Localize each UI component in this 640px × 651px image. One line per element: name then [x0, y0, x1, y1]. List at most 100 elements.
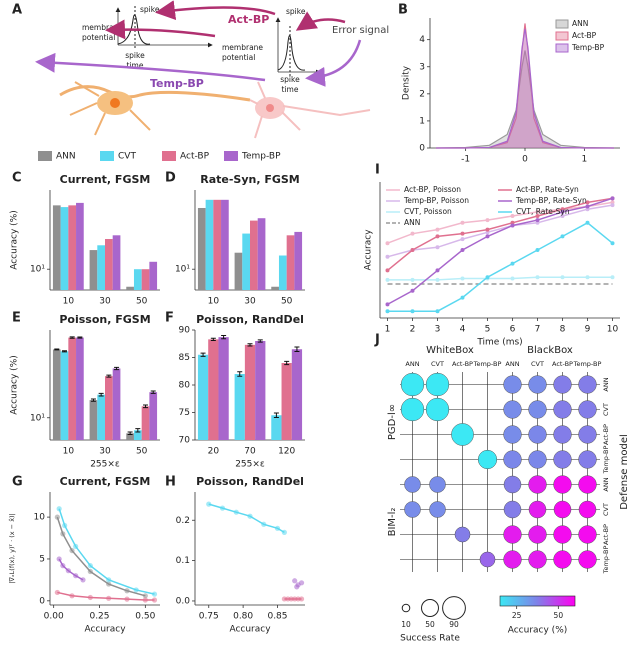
y-tick-label: 85 — [179, 353, 190, 363]
legend-label: Act-BP, Rate-Syn — [516, 185, 579, 194]
x-axis-label: Accuracy — [229, 625, 271, 635]
column-label: CVT — [431, 360, 444, 368]
x-tick-label: 30 — [99, 297, 111, 307]
marker — [510, 214, 515, 218]
bar — [294, 231, 303, 290]
dot — [425, 397, 450, 422]
bar — [112, 368, 121, 440]
line — [387, 221, 613, 312]
x-tick-label: 70 — [244, 447, 256, 457]
dot — [578, 475, 597, 494]
panel-label: H — [165, 475, 176, 490]
marker — [460, 295, 465, 300]
y-axis-label: Accuracy (%) — [10, 210, 20, 270]
y-axis-label: Defense model — [619, 434, 630, 510]
size-legend-label: 90 — [449, 620, 459, 629]
bar — [218, 337, 229, 440]
size-legend-dot — [421, 599, 439, 617]
error-bar — [237, 371, 243, 377]
error-bar — [90, 398, 96, 402]
dot — [578, 550, 597, 569]
marker — [560, 275, 565, 280]
legend-label: Act-BP — [180, 152, 210, 162]
marker — [510, 223, 515, 228]
legend-label: Temp-BP — [571, 43, 605, 52]
panel-title: Rate-Syn, FGSM — [200, 173, 300, 186]
size-legend-label: 50 — [425, 620, 435, 629]
dot — [503, 550, 522, 569]
bar — [234, 252, 243, 290]
x-axis-label: Accuracy — [84, 625, 126, 635]
marker — [560, 209, 565, 214]
dot — [528, 525, 547, 544]
bar — [255, 341, 266, 440]
x-tick-label: 0 — [522, 155, 528, 165]
y-tick-label: 0.2 — [176, 516, 190, 526]
panel-title: Current, FGSM — [60, 173, 151, 186]
label: spike — [125, 51, 145, 60]
bar — [244, 344, 256, 440]
column-label: Act-BP — [552, 360, 573, 368]
fit-line — [58, 558, 84, 581]
x-tick-label: 1 — [582, 155, 588, 165]
temp-bp-label: Temp-BP — [150, 77, 204, 90]
marker — [610, 241, 615, 246]
bar — [197, 207, 206, 290]
x-tick-label: 6 — [510, 325, 516, 335]
error-bar — [143, 404, 149, 409]
dot — [451, 423, 474, 446]
y-tick-label: 10¹ — [175, 265, 190, 275]
x-tick-label: 8 — [560, 325, 566, 335]
label: potential — [82, 33, 115, 42]
row-label: Temp-BP — [602, 446, 610, 475]
marker — [385, 241, 390, 246]
error-bar — [54, 348, 60, 351]
dot — [528, 550, 547, 569]
error-bar — [273, 412, 279, 418]
error-bar — [106, 374, 112, 378]
marker — [410, 248, 415, 252]
bar — [89, 250, 98, 290]
label: spike — [280, 75, 300, 84]
marker — [585, 275, 590, 280]
y-tick-label: 90 — [179, 326, 191, 336]
bar — [213, 199, 222, 290]
x-tick-label: 5 — [485, 325, 491, 335]
dot — [404, 501, 421, 518]
marker — [385, 268, 390, 273]
x-tick-label: 10 — [63, 297, 75, 307]
marker — [510, 261, 515, 266]
bar — [141, 406, 150, 440]
panel-label: G — [12, 475, 23, 490]
panel-label: B — [398, 3, 408, 18]
legend-label: Temp-BP — [241, 152, 281, 162]
y-tick-label: 0 — [419, 144, 425, 154]
legend-label: CVT, Poisson — [404, 207, 452, 216]
dot — [578, 400, 597, 419]
error-bar — [150, 390, 156, 394]
dot — [553, 550, 572, 569]
marker — [610, 196, 615, 201]
x-tick-label: 30 — [244, 297, 256, 307]
dot — [578, 450, 597, 469]
y-axis-label: Density — [402, 65, 412, 100]
y-axis-label: Accuracy — [364, 229, 374, 271]
neuron-axon — [59, 85, 251, 102]
x-tick-label: 0.50 — [135, 612, 155, 622]
bar — [76, 202, 84, 290]
size-legend-dot — [442, 596, 466, 620]
marker — [560, 234, 565, 239]
fit-line — [56, 516, 146, 597]
x-tick-label: 3 — [435, 325, 441, 335]
bar — [60, 207, 69, 290]
marker — [535, 275, 540, 280]
x-tick-label: 50 — [136, 297, 148, 307]
bar — [133, 430, 142, 440]
error-bar — [114, 366, 120, 371]
bar — [89, 400, 98, 440]
spike-curve — [277, 35, 306, 71]
marker — [585, 200, 590, 205]
dot — [503, 375, 522, 394]
x-tick-label: 9 — [585, 325, 591, 335]
